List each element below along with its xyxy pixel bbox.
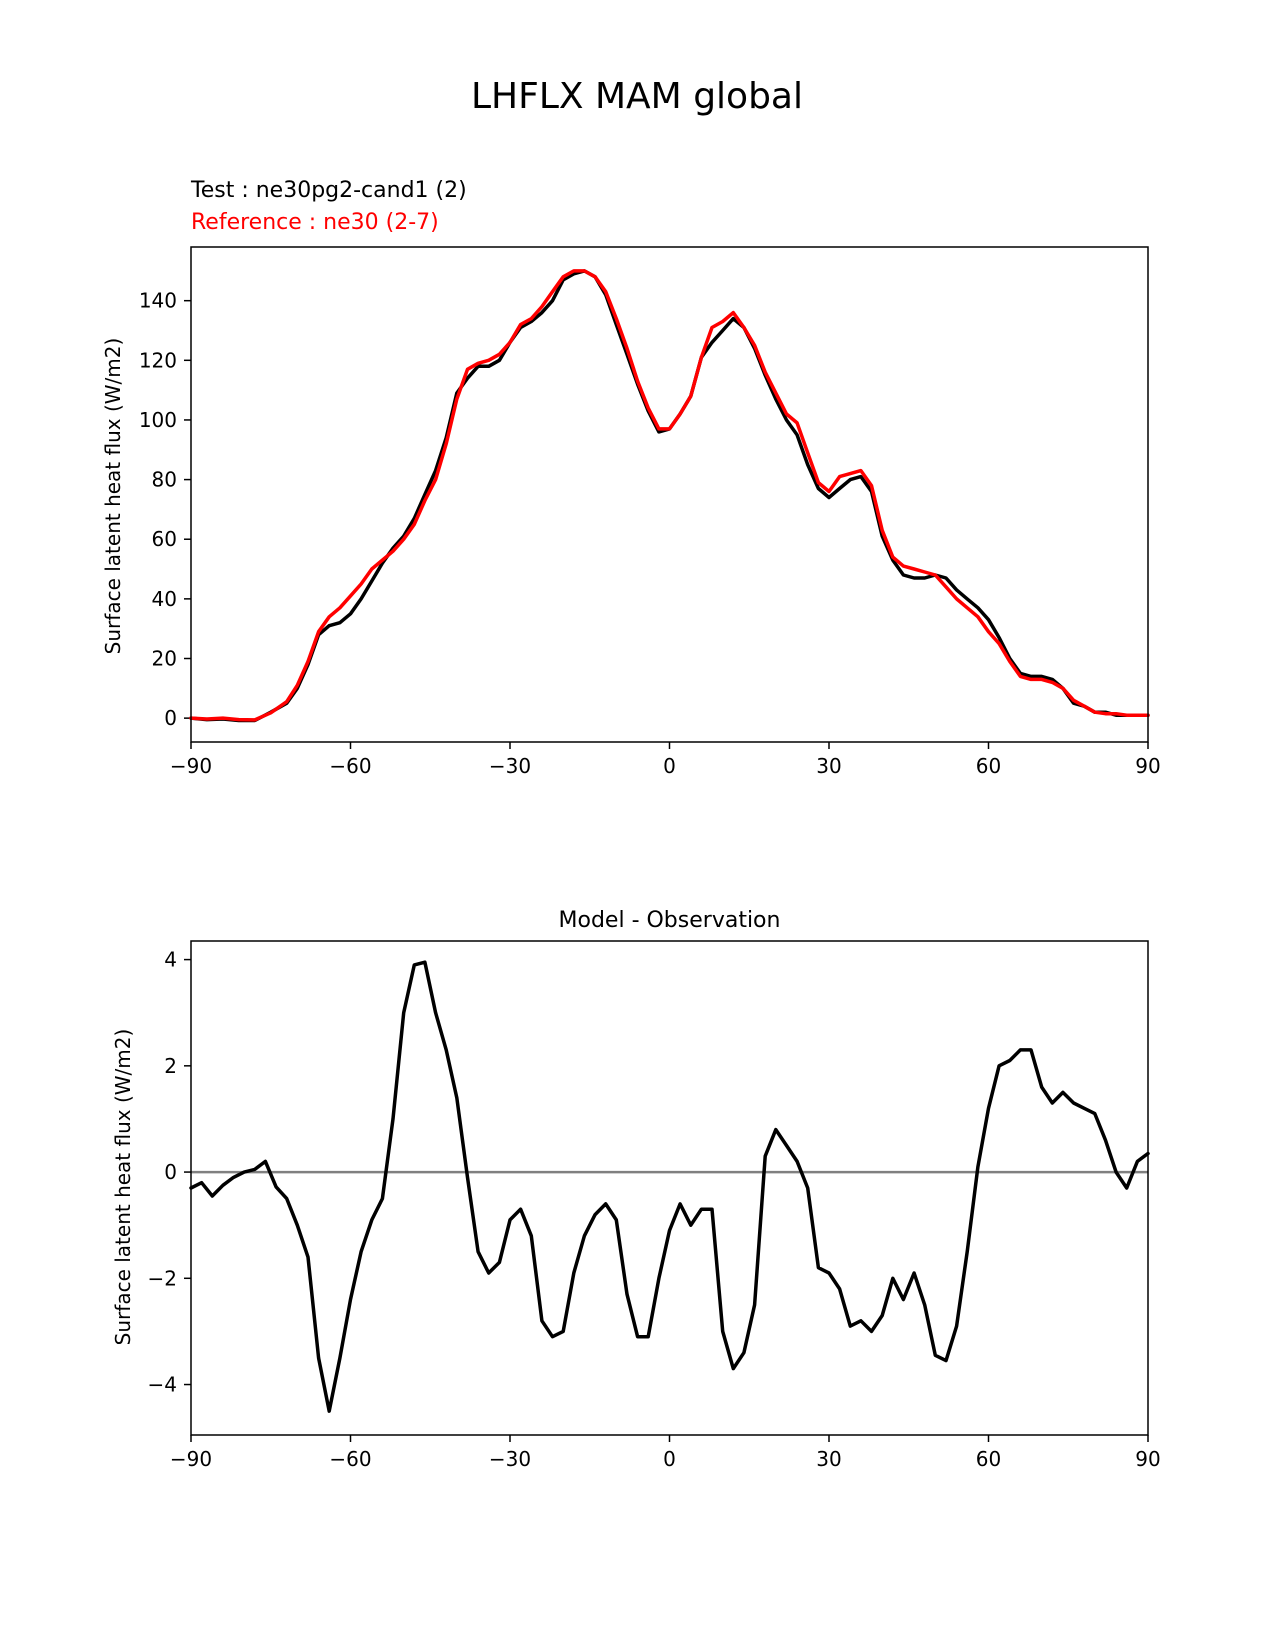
y-tick-label: 0 <box>164 706 177 730</box>
x-tick-label: −60 <box>329 1447 371 1471</box>
y-tick-label: 4 <box>164 948 177 972</box>
top-y-axis-label: Surface latent heat flux (W/m2) <box>101 338 125 655</box>
y-tick-label: 80 <box>152 468 177 492</box>
series-line-reference <box>189 269 1150 722</box>
x-tick-label: −30 <box>489 1447 531 1471</box>
y-tick-label: 20 <box>152 647 177 671</box>
y-tick-label: −4 <box>148 1373 177 1397</box>
bottom-y-axis-label: Surface latent heat flux (W/m2) <box>111 1029 135 1346</box>
top-plot-area: −90 −60 −30 0 30 60 90 0 20 40 60 80 100 120 140 <box>139 269 1161 778</box>
y-tick-label: 2 <box>164 1054 177 1078</box>
x-tick-label: 60 <box>976 754 1001 778</box>
y-tick-label: 40 <box>152 587 177 611</box>
bottom-plot-frame <box>190 940 1149 1436</box>
reference-label: Reference : ne30 (2-7) <box>191 210 439 235</box>
x-tick-label: −30 <box>489 754 531 778</box>
y-tick-label: −2 <box>148 1266 177 1290</box>
x-tick-label: 30 <box>816 1447 841 1471</box>
y-tick-label: 0 <box>164 1160 177 1184</box>
bottom-plot-area: −90 −60 −30 0 30 60 90 −4 −2 0 2 4 <box>148 948 1161 1471</box>
y-tick-label: 140 <box>139 289 177 313</box>
x-tick-label: 30 <box>816 754 841 778</box>
bottom-panel: Model - Observation Surface latent heat … <box>111 908 1161 1471</box>
bottom-panel-title: Model - Observation <box>559 908 781 933</box>
x-tick-label: 60 <box>976 1447 1001 1471</box>
series-line-model-observation <box>189 960 1150 1413</box>
x-tick-label: −90 <box>170 1447 212 1471</box>
y-tick-label: 60 <box>152 527 177 551</box>
y-tick-label: 120 <box>139 348 177 372</box>
top-panel: Test : ne30pg2-cand1 (2) Reference : ne3… <box>101 178 1161 778</box>
x-tick-label: 90 <box>1135 754 1160 778</box>
x-tick-label: −90 <box>170 754 212 778</box>
top-plot-frame <box>190 246 1149 743</box>
x-tick-label: 0 <box>663 1447 676 1471</box>
figure-title: LHFLX MAM global <box>471 76 803 117</box>
x-tick-label: −60 <box>329 754 371 778</box>
y-tick-label: 100 <box>139 408 177 432</box>
x-tick-label: 0 <box>663 754 676 778</box>
x-tick-label: 90 <box>1135 1447 1160 1471</box>
test-label: Test : ne30pg2-cand1 (2) <box>190 178 467 203</box>
